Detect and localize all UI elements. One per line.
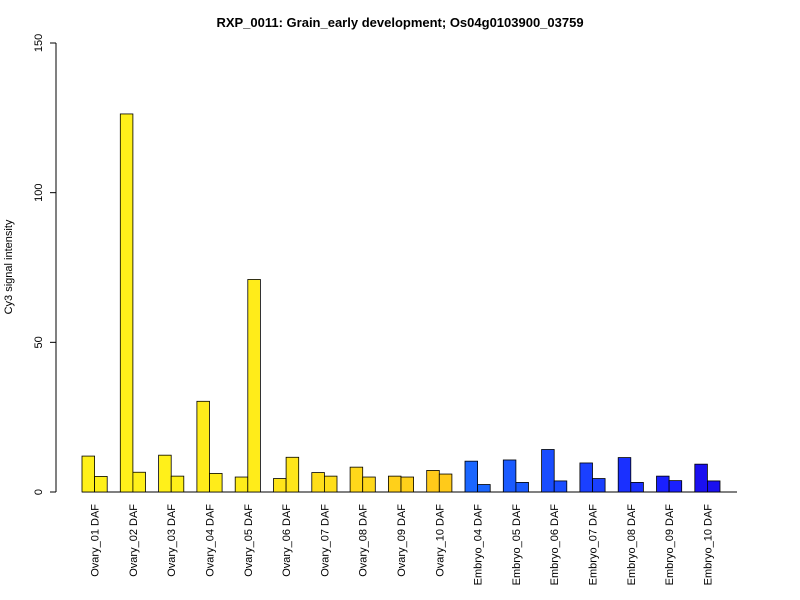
y-axis-label: Cy3 signal intensity [3, 219, 15, 314]
y-tick-label: 100 [33, 183, 45, 201]
bar [196, 400, 210, 493]
y-tick-label: 150 [33, 34, 45, 52]
bar [94, 476, 108, 493]
x-tick-label: Ovary_06 DAF [281, 504, 293, 577]
y-tick-label: 50 [33, 336, 45, 348]
bar [132, 471, 146, 493]
bar [617, 457, 632, 493]
plot-area: 0 50 100 150 Ovary_01 DAF Ovary_02 DAF Ovary_0… [33, 34, 737, 585]
bar [323, 475, 338, 493]
bar [158, 454, 172, 493]
bar [234, 476, 249, 493]
bar [668, 480, 683, 493]
bar [707, 480, 721, 493]
bar [553, 480, 568, 493]
bar [119, 113, 134, 493]
bar [285, 456, 300, 493]
x-tick-label: Embryo_06 DAF [549, 504, 561, 586]
bar [694, 463, 708, 493]
x-tick-label: Embryo_04 DAF [473, 504, 485, 586]
x-tick-label: Ovary_09 DAF [396, 504, 408, 577]
x-tick-label: Ovary_10 DAF [434, 504, 446, 577]
x-tick-label: Embryo_10 DAF [702, 504, 714, 586]
x-tick-label: Ovary_01 DAF [90, 504, 102, 577]
bar [502, 459, 517, 493]
bar [656, 475, 670, 493]
x-tick-label: Embryo_08 DAF [626, 504, 638, 586]
bar [515, 482, 529, 493]
bar [170, 475, 185, 493]
x-tick-label: Ovary_02 DAF [128, 504, 140, 577]
bar [464, 460, 479, 493]
x-tick-label: Embryo_05 DAF [511, 504, 523, 586]
bar [579, 462, 593, 493]
bar [247, 279, 261, 493]
x-tick-label: Embryo_09 DAF [664, 504, 676, 586]
bar [438, 473, 453, 493]
bar [311, 472, 325, 493]
bar [81, 455, 96, 493]
bar [541, 449, 555, 493]
y-tick-label: 0 [33, 489, 45, 495]
x-tick-label: Ovary_07 DAF [319, 504, 331, 577]
bar [400, 476, 415, 493]
bar [592, 478, 606, 493]
bar [630, 482, 644, 493]
chart-title: RXP_0011: Grain_early development; Os04g… [216, 15, 583, 30]
bar [387, 475, 402, 493]
x-tick-label: Embryo_07 DAF [588, 504, 600, 586]
x-tick-label: Ovary_04 DAF [205, 504, 217, 577]
bar [209, 473, 223, 493]
bar [426, 470, 440, 493]
x-tick-label: Ovary_08 DAF [358, 504, 370, 577]
bar [273, 478, 287, 493]
x-tick-label: Ovary_03 DAF [166, 504, 178, 577]
bar [362, 476, 376, 493]
bar [477, 484, 491, 493]
x-tick-label: Ovary_05 DAF [243, 504, 255, 577]
bar [349, 466, 364, 493]
